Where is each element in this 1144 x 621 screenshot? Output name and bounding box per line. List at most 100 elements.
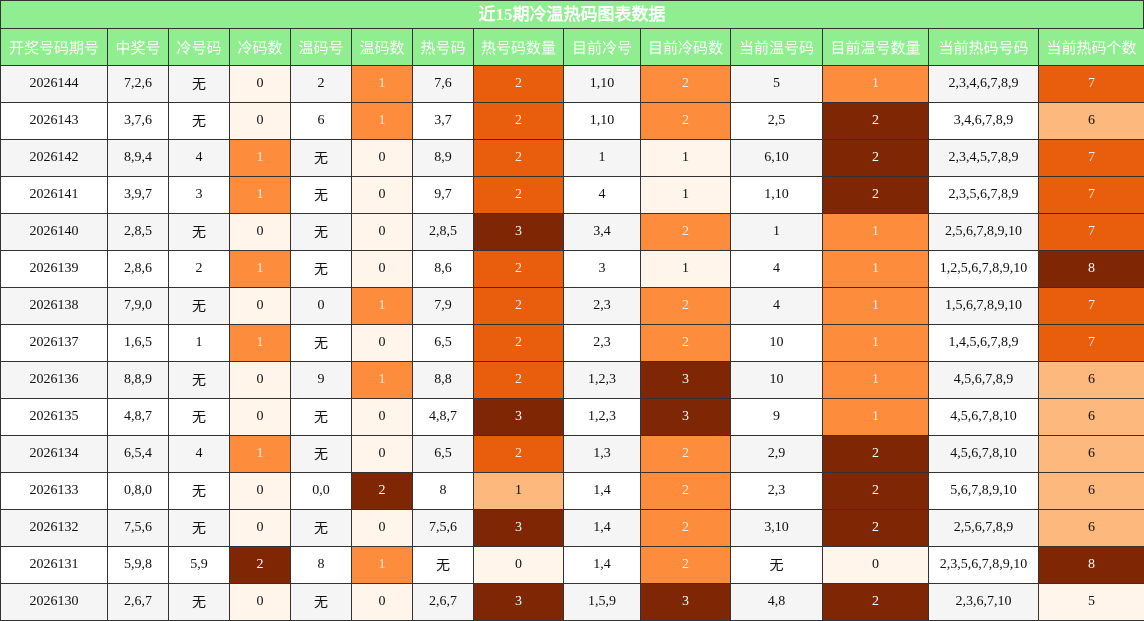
heat-cell: 0 <box>229 213 291 251</box>
cell: 10 <box>730 324 823 362</box>
cell: 4,8,7 <box>412 398 474 436</box>
cell: 3,9,7 <box>107 176 169 214</box>
cell: 2026139 <box>0 250 108 288</box>
cell: 2,8,5 <box>107 213 169 251</box>
cell: 5,9,8 <box>107 546 169 584</box>
column-header: 温码数 <box>351 28 413 66</box>
heat-cell: 2 <box>473 176 564 214</box>
cell: 无 <box>168 102 230 140</box>
heat-cell: 3 <box>473 509 564 547</box>
cell: 7,5,6 <box>412 509 474 547</box>
cell: 8 <box>412 472 474 510</box>
cell: 无 <box>290 324 352 362</box>
table-row: 2026136 8,8,9 无 0 9 1 8,8 2 1,2,3 3 10 1 4,5,6,7,8,9… <box>0 361 1144 399</box>
cell: 无 <box>168 509 230 547</box>
heat-cell: 0 <box>351 250 413 288</box>
table-row: 2026132 7,5,6 无 0 无 0 7,5,6 3 1,4 2 3,10 2 2,5,6,7,8… <box>0 509 1144 547</box>
heat-cell: 0 <box>351 398 413 436</box>
heat-cell: 7 <box>1038 324 1144 362</box>
table-title: 近15期冷温热码图表数据 <box>0 0 1144 28</box>
cell: 无 <box>290 435 352 473</box>
heat-cell: 7 <box>1038 139 1144 177</box>
cell: 4 <box>563 176 641 214</box>
cell: 4,5,6,7,8,9 <box>928 361 1039 399</box>
cell: 2026131 <box>0 546 108 584</box>
heat-cell: 3 <box>640 398 731 436</box>
cell: 2026136 <box>0 361 108 399</box>
cell: 1,4,5,6,7,8,9 <box>928 324 1039 362</box>
heat-cell: 2 <box>473 435 564 473</box>
cell: 2,5 <box>730 102 823 140</box>
heat-cell: 2 <box>640 435 731 473</box>
cell: 0,8,0 <box>107 472 169 510</box>
cell: 4 <box>730 287 823 325</box>
heat-cell: 7 <box>1038 213 1144 251</box>
heat-cell: 1 <box>640 139 731 177</box>
cell: 2026133 <box>0 472 108 510</box>
heat-cell: 1 <box>229 324 291 362</box>
table-row: 2026137 1,6,5 1 1 无 0 6,5 2 2,3 2 10 1 1,4,5,6,7,8,9… <box>0 324 1144 362</box>
cell: 无 <box>168 213 230 251</box>
cell: 8 <box>290 546 352 584</box>
heat-cell: 0 <box>229 472 291 510</box>
heat-cell: 2 <box>640 546 731 584</box>
cell: 8,6 <box>412 250 474 288</box>
cell: 1,3 <box>563 435 641 473</box>
heat-cell: 6 <box>1038 472 1144 510</box>
heat-cell: 2 <box>640 287 731 325</box>
cell: 7,5,6 <box>107 509 169 547</box>
heat-cell: 8 <box>1038 250 1144 288</box>
heat-cell: 2 <box>822 583 929 621</box>
heat-cell: 1 <box>640 250 731 288</box>
column-header: 中奖号 <box>107 28 169 66</box>
table-row: 2026140 2,8,5 无 0 无 0 2,8,5 3 3,4 2 1 1 2,5,6,7,8,9,… <box>0 213 1144 251</box>
cell: 9,7 <box>412 176 474 214</box>
cell: 7,9,0 <box>107 287 169 325</box>
cell: 7,6 <box>412 65 474 103</box>
cell: 8,9,4 <box>107 139 169 177</box>
heat-cell: 1 <box>822 213 929 251</box>
column-header: 开奖号码期号 <box>0 28 108 66</box>
cell: 1,2,3 <box>563 398 641 436</box>
cell: 1,10 <box>730 176 823 214</box>
cell: 无 <box>290 583 352 621</box>
cell: 2026137 <box>0 324 108 362</box>
heat-cell: 0 <box>351 509 413 547</box>
cell: 2026141 <box>0 176 108 214</box>
heat-cell: 2 <box>473 287 564 325</box>
cell: 无 <box>290 250 352 288</box>
heat-cell: 2 <box>473 65 564 103</box>
heat-cell: 2 <box>473 139 564 177</box>
cell: 无 <box>168 398 230 436</box>
cell: 2,5,6,7,8,9 <box>928 509 1039 547</box>
cell: 4 <box>168 139 230 177</box>
cell: 1 <box>168 324 230 362</box>
cell: 无 <box>168 583 230 621</box>
cell: 无 <box>290 176 352 214</box>
heat-cell: 0 <box>229 102 291 140</box>
cell: 1,2,3 <box>563 361 641 399</box>
table-row: 2026144 7,2,6 无 0 2 1 7,6 2 1,10 2 5 1 2,3,4,6,7,8,9… <box>0 65 1144 103</box>
heat-cell: 0 <box>229 361 291 399</box>
table-row: 2026141 3,9,7 3 1 无 0 9,7 2 4 1 1,10 2 2,3,5,6,7,8,9… <box>0 176 1144 214</box>
heat-cell: 2 <box>822 435 929 473</box>
heat-cell: 2 <box>822 472 929 510</box>
cell: 2,3,5,6,7,8,9 <box>928 176 1039 214</box>
header-row: 开奖号码期号 中奖号 冷号码 冷码数 温码号 温码数 热号码 热号码数量 目前冷号 目前冷码数 当前… <box>0 28 1144 66</box>
heat-cell: 1 <box>822 324 929 362</box>
cell: 4,8 <box>730 583 823 621</box>
cell: 3,10 <box>730 509 823 547</box>
heat-cell: 1 <box>229 250 291 288</box>
heat-cell: 6 <box>1038 509 1144 547</box>
heat-cell: 2 <box>473 102 564 140</box>
heat-cell: 0 <box>351 324 413 362</box>
column-header: 目前冷号 <box>563 28 641 66</box>
table-row: 2026138 7,9,0 无 0 0 1 7,9 2 2,3 2 4 1 1,5,6,7,8,9,10… <box>0 287 1144 325</box>
heat-cell: 6 <box>1038 398 1144 436</box>
column-header: 目前温号数量 <box>822 28 929 66</box>
cell: 2026132 <box>0 509 108 547</box>
cell: 5,6,7,8,9,10 <box>928 472 1039 510</box>
cell: 2026134 <box>0 435 108 473</box>
table-row: 2026135 4,8,7 无 0 无 0 4,8,7 3 1,2,3 3 9 1 4,5,6,7,8,… <box>0 398 1144 436</box>
